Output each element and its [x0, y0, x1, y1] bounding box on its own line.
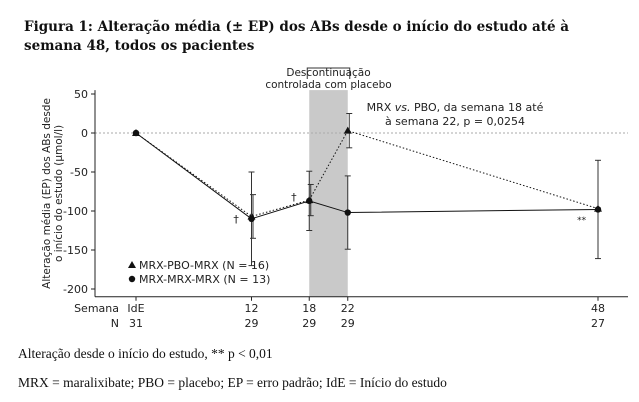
- triangle-marker: [128, 261, 136, 268]
- x-tick-label: 22: [341, 302, 355, 315]
- series-line: [135, 130, 599, 218]
- circle-marker: [248, 215, 255, 222]
- y-tick-label: -200: [63, 283, 88, 296]
- y-tick-label: 50: [74, 88, 88, 101]
- shaded-region-label: controlada com placebo: [265, 79, 391, 91]
- x-tick-label: 12: [245, 302, 259, 315]
- n-value: 29: [341, 317, 355, 330]
- footnote-abbreviations: MRX = maralixibate; PBO = placebo; EP = …: [18, 375, 447, 390]
- n-row-header: N: [111, 317, 119, 330]
- n-value: 27: [591, 317, 605, 330]
- annotation-text: MRX vs. PBO, da semana 18 até: [367, 101, 544, 114]
- significance-mark: †: [291, 191, 297, 204]
- significance-mark: †: [233, 213, 239, 226]
- circle-marker: [344, 209, 351, 216]
- shaded-region-label: Descontinuação: [286, 67, 370, 79]
- y-axis-title: Alteração média (EP) dos ABs desdeo iníc…: [41, 98, 65, 289]
- figure-title: Figura 1: Alteração média (± EP) dos ABs…: [24, 19, 570, 54]
- week-row-header: Semana: [74, 302, 119, 315]
- x-tick-label: 48: [591, 302, 605, 315]
- y-tick-label: -100: [63, 205, 88, 218]
- circle-marker: [306, 197, 313, 205]
- series-2: [132, 129, 602, 267]
- y-tick-label: -50: [70, 166, 88, 179]
- annotation-text: à semana 22, p = 0,0254: [385, 115, 525, 128]
- significance-mark: **: [577, 216, 587, 226]
- circle-marker: [128, 275, 136, 283]
- n-value: 31: [129, 317, 143, 330]
- triangle-marker: [343, 126, 352, 134]
- legend-label: MRX-PBO-MRX (N = 16): [139, 259, 269, 272]
- footnote-significance: Alteração desde o início do estudo, ** p…: [18, 346, 273, 361]
- series-1: [132, 113, 602, 239]
- y-tick-label: -150: [63, 244, 88, 257]
- circle-marker: [132, 129, 140, 137]
- series-line: [135, 132, 599, 220]
- series-group: [132, 113, 602, 267]
- n-value: 29: [302, 317, 316, 330]
- circle-marker: [594, 206, 602, 213]
- shaded-rect: [309, 90, 348, 297]
- legend-label: MRX-MRX-MRX (N = 13): [139, 273, 270, 286]
- y-tick-label: 0: [81, 127, 88, 140]
- x-tick-label: IdE: [127, 302, 144, 315]
- x-tick-label: 18: [302, 302, 316, 315]
- shaded-region: [309, 90, 348, 297]
- shaded-region-bracket: [306, 67, 351, 79]
- legend: MRX-PBO-MRX (N = 16)MRX-MRX-MRX (N = 13): [128, 259, 270, 286]
- n-value: 29: [245, 317, 259, 330]
